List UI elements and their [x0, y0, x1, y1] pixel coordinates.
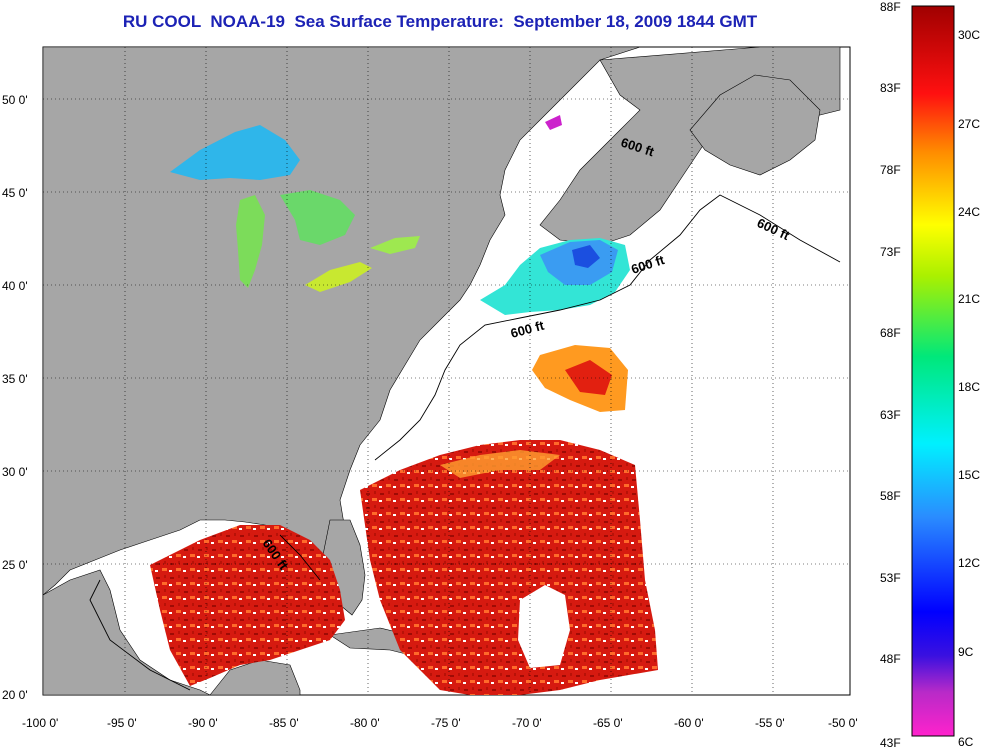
land-mexico	[42, 569, 211, 696]
colorbar-f-label: 48F	[880, 652, 901, 666]
lon-tick-label: -60 0'	[674, 716, 704, 730]
colorbar-f-label: 88F	[880, 0, 901, 14]
patch-mid-atlantic-core	[565, 360, 612, 395]
colorbar-c-label: 30C	[958, 28, 981, 42]
lon-tick-label: -50 0'	[828, 716, 858, 730]
gulf-of-maine-coldest	[572, 245, 600, 268]
gulf-of-mexico	[150, 525, 345, 686]
lon-tick-label: -55 0'	[755, 716, 785, 730]
lon-tick-label: -95 0'	[107, 716, 137, 730]
lat-tick-label: 50 0'	[2, 93, 28, 107]
lat-tick-label: 20 0'	[2, 688, 28, 702]
colorbar-c-label: 9C	[958, 645, 974, 659]
colorbar-f-label: 83F	[880, 81, 901, 95]
lon-tick-label: -80 0'	[350, 716, 380, 730]
map-title: RU COOL NOAA-19 Sea Surface Temperature:…	[122, 12, 758, 31]
lon-tick-label: -70 0'	[512, 716, 542, 730]
nova-scotia-tip	[545, 115, 562, 130]
lat-tick-label: 25 0'	[2, 558, 28, 572]
colorbar-gradient	[911, 5, 955, 737]
lat-tick-label: 45 0'	[2, 186, 28, 200]
colorbar-f-label: 78F	[880, 163, 901, 177]
warm-band	[440, 450, 560, 478]
lon-tick-label: -90 0'	[188, 716, 218, 730]
southern-sst	[150, 440, 658, 695]
land-newfoundland	[689, 74, 821, 176]
colorbar-c-label: 24C	[958, 205, 981, 219]
colorbar-f-label: 73F	[880, 245, 901, 259]
land-yucatan	[209, 659, 301, 696]
land-north-america	[42, 46, 641, 611]
colorbar-c-label: 18C	[958, 380, 981, 394]
lat-tick-label: 35 0'	[2, 372, 28, 386]
colorbar-c-label: 12C	[958, 556, 981, 570]
lon-tick-label: -100 0'	[22, 716, 58, 730]
lon-tick-label: -65 0'	[593, 716, 623, 730]
colorbar-f-label: 43F	[880, 736, 901, 750]
isobath-600ft	[89, 194, 841, 691]
lake-erie	[305, 262, 372, 292]
great-lakes-sst	[170, 125, 420, 292]
lon-tick-label: -75 0'	[431, 716, 461, 730]
lat-tick-label: 30 0'	[2, 465, 28, 479]
lat-tick-label: 40 0'	[2, 279, 28, 293]
gulf-stream-patches	[532, 345, 628, 412]
lon-axis: -100 0' -95 0' -90 0' -85 0' -80 0' -75 …	[22, 716, 858, 730]
lake-ontario	[370, 236, 420, 254]
lake-huron	[280, 190, 355, 245]
colorbar-c-label: 27C	[958, 117, 981, 131]
atlantic-subtropics	[360, 440, 658, 695]
colorbar-c-label: 6C	[958, 735, 974, 749]
graticule	[43, 47, 850, 695]
lake-superior	[170, 125, 300, 180]
cloud-gap-bahamas	[518, 585, 570, 668]
colorbar-f-label: 53F	[880, 571, 901, 585]
colorbar-c-label: 15C	[958, 468, 981, 482]
colorbar-c-label: 21C	[958, 292, 981, 306]
lat-axis: 50 0' 45 0' 40 0' 35 0' 30 0' 25 0' 20 0…	[2, 93, 28, 702]
colorbar-f-label: 68F	[880, 326, 901, 340]
lon-tick-label: -85 0'	[269, 716, 299, 730]
colorbar-f-label: 58F	[880, 489, 901, 503]
northeast-shelf-sst	[480, 115, 630, 315]
colorbar-f-label: 63F	[880, 408, 901, 422]
lake-michigan	[236, 195, 265, 288]
